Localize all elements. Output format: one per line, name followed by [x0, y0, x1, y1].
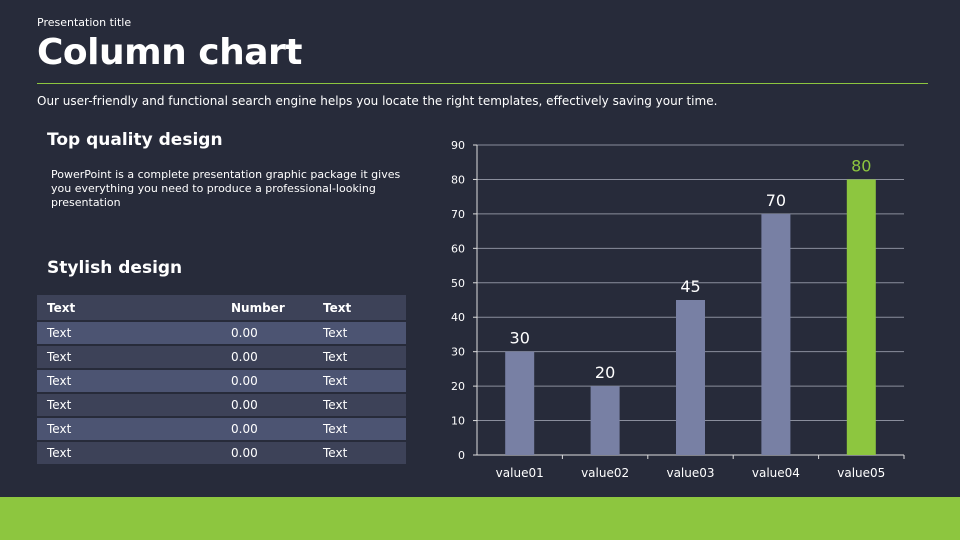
table-cell: 0.00 — [221, 321, 313, 346]
bar — [590, 386, 620, 455]
table-cell: Text — [37, 393, 221, 418]
y-tick-label: 50 — [451, 277, 465, 290]
table-header-row: Text Number Text — [37, 295, 406, 322]
table-cell: Text — [37, 441, 221, 466]
bar — [846, 179, 876, 455]
table-cell: 0.00 — [221, 345, 313, 370]
heading-stylish: Stylish design — [47, 258, 183, 278]
data-label: 80 — [851, 156, 871, 175]
table-cell: 0.00 — [221, 369, 313, 394]
table-cell: Text — [37, 369, 221, 394]
y-tick-label: 10 — [451, 415, 465, 428]
y-tick-label: 70 — [451, 208, 465, 221]
y-tick-label: 90 — [451, 139, 465, 152]
subtitle: Our user-friendly and functional search … — [37, 94, 718, 108]
table-header: Number — [221, 295, 313, 322]
table-cell: Text — [313, 441, 406, 466]
table-cell: Text — [313, 369, 406, 394]
table-header: Text — [313, 295, 406, 322]
table-cell: Text — [313, 393, 406, 418]
data-table: Text Number Text Text 0.00 Text Text 0.00 Tex… — [37, 295, 406, 466]
table-cell: 0.00 — [221, 417, 313, 442]
table-cell: Text — [313, 321, 406, 346]
footer-band — [0, 497, 960, 540]
y-tick-label: 30 — [451, 346, 465, 359]
x-tick-label: value02 — [581, 466, 629, 480]
table-row: Text 0.00 Text — [37, 417, 406, 442]
title-divider — [37, 83, 928, 84]
table-cell: Text — [37, 417, 221, 442]
x-tick-label: value03 — [666, 466, 714, 480]
table-header: Text — [37, 295, 221, 322]
table-row: Text 0.00 Text — [37, 441, 406, 466]
table-row: Text 0.00 Text — [37, 321, 406, 346]
bar — [505, 351, 535, 455]
table-row: Text 0.00 Text — [37, 393, 406, 418]
table-row: Text 0.00 Text — [37, 369, 406, 394]
table-cell: Text — [313, 417, 406, 442]
table-cell: Text — [37, 345, 221, 370]
table-row: Text 0.00 Text — [37, 345, 406, 370]
data-label: 45 — [680, 277, 700, 296]
table-cell: 0.00 — [221, 393, 313, 418]
y-tick-label: 20 — [451, 380, 465, 393]
y-tick-label: 40 — [451, 311, 465, 324]
column-chart: 0 10 20 30 40 50 60 70 80 90 30 value01 20 value02 45 v… — [451, 139, 905, 480]
x-tick-label: value04 — [752, 466, 800, 480]
heading-top-quality: Top quality design — [47, 130, 223, 150]
bar — [676, 300, 705, 455]
table-cell: 0.00 — [221, 441, 313, 466]
y-tick-label: 60 — [451, 242, 465, 255]
bar — [761, 213, 791, 455]
table-cell: Text — [37, 321, 221, 346]
data-label: 70 — [766, 191, 786, 210]
data-label: 30 — [510, 329, 530, 348]
description-paragraph: PowerPoint is a complete presentation gr… — [51, 168, 401, 209]
page-title: Column chart — [37, 32, 303, 73]
data-label: 20 — [595, 363, 615, 382]
x-tick-label: value05 — [837, 466, 885, 480]
table-cell: Text — [313, 345, 406, 370]
y-tick-label: 80 — [451, 173, 465, 186]
presentation-pretitle: Presentation title — [37, 16, 132, 29]
x-tick-label: value01 — [496, 466, 544, 480]
y-tick-label: 0 — [458, 449, 465, 462]
